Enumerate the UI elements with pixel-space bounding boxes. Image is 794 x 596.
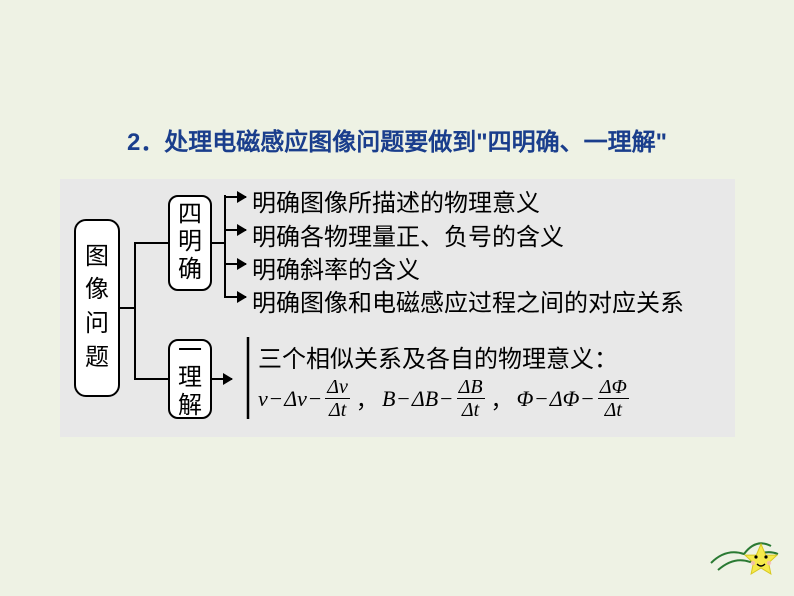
branch-char: 四 — [178, 202, 202, 230]
slide-title: 2．处理电磁感应图像问题要做到"四明确、一理解" — [0, 122, 794, 157]
arrow — [212, 378, 232, 380]
title-number: 2． — [127, 129, 164, 156]
root-char: 图 — [85, 241, 109, 275]
relation-heading: 三个相似关系及各自的物理意义： — [258, 339, 618, 374]
diagram-container: 图 像 问 题 四 明 确 一 理 解 明确图像所描述的物理意义 明确各物理量正… — [60, 179, 735, 437]
leaf-item: 明确各物理量正、负号的含义 — [252, 217, 564, 252]
arrow — [224, 196, 246, 198]
delta-v: Δv — [284, 386, 307, 412]
slide-page: 2．处理电磁感应图像问题要做到"四明确、一理解" 图 像 问 题 四 明 确 一… — [0, 0, 794, 596]
arrow — [224, 263, 246, 265]
branch-char: 理 — [178, 365, 202, 393]
delta-B: ΔB — [412, 386, 438, 412]
sym-Phi: Φ — [517, 386, 534, 412]
brace-icon — [238, 337, 252, 419]
branch-char: 明 — [178, 229, 202, 257]
fraction: ΔBΔt — [457, 377, 485, 420]
fraction: ΔΦΔt — [598, 377, 629, 420]
delta-Phi: ΔΦ — [550, 386, 580, 412]
branch-char: 解 — [178, 393, 202, 421]
arrow — [224, 229, 246, 231]
root-node: 图 像 问 题 — [74, 219, 120, 397]
sym-B: B — [382, 386, 395, 412]
branch-char: 一 — [178, 338, 202, 366]
relation-formulas: v−Δv−ΔvΔt，B−ΔB−ΔBΔt，Φ−ΔΦ−ΔΦΔt — [258, 377, 631, 420]
root-char: 像 — [85, 274, 109, 308]
connector — [134, 242, 168, 244]
title-text: 处理电磁感应图像问题要做到"四明确、一理解" — [164, 129, 667, 156]
connector — [224, 195, 226, 298]
branch-char: 确 — [178, 257, 202, 285]
star-decoration-icon — [706, 518, 786, 588]
leaf-item: 明确图像所描述的物理意义 — [252, 183, 540, 218]
branch-node-bottom: 一 理 解 — [168, 339, 212, 419]
connector — [134, 378, 168, 380]
root-char: 问 — [85, 308, 109, 342]
arrow — [224, 296, 246, 298]
connector — [212, 242, 224, 244]
connector — [120, 307, 134, 309]
leaf-item: 明确斜率的含义 — [252, 250, 420, 285]
sym-v: v — [258, 386, 268, 412]
leaf-item: 明确图像和电磁感应过程之间的对应关系 — [252, 283, 684, 318]
fraction: ΔvΔt — [325, 377, 350, 420]
branch-node-top: 四 明 确 — [168, 195, 212, 291]
root-char: 题 — [85, 342, 109, 376]
connector — [134, 242, 136, 378]
